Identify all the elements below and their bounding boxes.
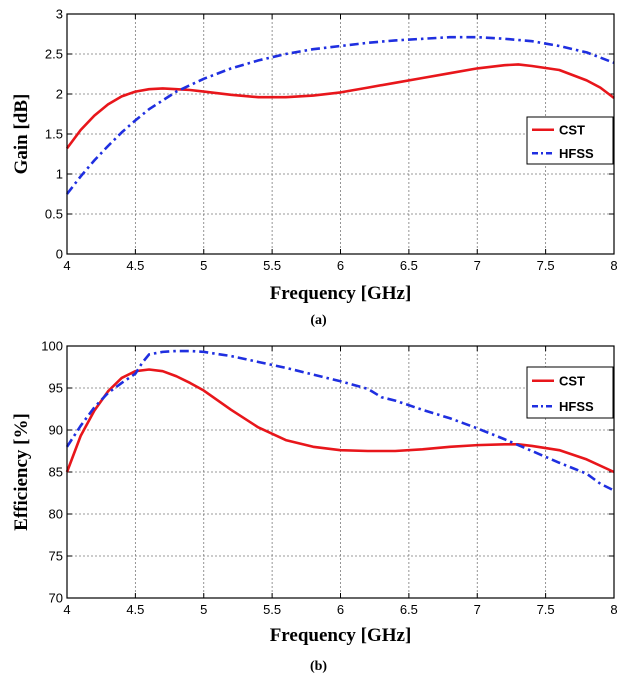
y-tick-label: 0	[56, 247, 63, 262]
y-tick-label: 2	[56, 87, 63, 102]
x-tick-label: 6.5	[400, 602, 418, 617]
chart-panel-efficiency: 4 4.5 5 5.5 6 6.5 7 7.5 8 70 75 80 85 90 95 100 CST HFSS F…	[11, 339, 618, 675]
y-tick-label: 80	[49, 507, 63, 522]
y-tick-label: 0.5	[45, 207, 63, 222]
x-tick-label: 4.5	[126, 602, 144, 617]
figure-caption: (b)	[310, 659, 327, 674]
legend-box	[526, 116, 614, 165]
y-tick-label: 1.5	[45, 127, 63, 142]
y-tick-label: 95	[49, 381, 63, 396]
legend-label-cst: CST	[559, 373, 585, 388]
x-tick-label: 5	[200, 602, 207, 617]
x-tick-label: 7	[474, 258, 481, 273]
y-tick-label: 100	[41, 339, 63, 354]
x-tick-label: 6.5	[400, 258, 418, 273]
plot-frame	[66, 345, 615, 599]
plot-frame	[66, 13, 615, 255]
y-tick-label: 2.5	[45, 47, 63, 62]
x-tick-label: 5.5	[263, 258, 281, 273]
y-axis-label: Gain [dB]	[11, 94, 32, 175]
legend-label-hfss: HFSS	[559, 146, 594, 161]
x-axis-label: Frequency [GHz]	[270, 283, 412, 304]
y-axis-label: Efficiency [%]	[11, 413, 32, 531]
y-tick-label: 90	[49, 423, 63, 438]
legend-label-hfss: HFSS	[559, 399, 594, 414]
y-tick-label: 70	[49, 591, 63, 606]
x-tick-label: 6	[337, 258, 344, 273]
y-tick-label: 75	[49, 549, 63, 564]
legend: CST HFSS	[526, 116, 614, 165]
x-tick-label: 6	[337, 602, 344, 617]
legend-box	[526, 366, 614, 419]
y-tick-label: 1	[56, 167, 63, 182]
y-tick-label: 85	[49, 465, 63, 480]
x-tick-label: 7.5	[537, 258, 555, 273]
x-tick-label: 8	[610, 602, 617, 617]
y-tick-label: 3	[56, 7, 63, 22]
x-tick-label: 4.5	[126, 258, 144, 273]
x-tick-label: 5	[200, 258, 207, 273]
series-line-hfss	[65, 35, 615, 195]
x-tick-label: 5.5	[263, 602, 281, 617]
x-tick-label: 4	[63, 602, 70, 617]
x-tick-label: 7	[474, 602, 481, 617]
chart-panel-gain: 4 4.5 5 5.5 6 6.5 7 7.5 8 0 0.5 1 1.5 2 2.5 3 CST HFSS Fre…	[11, 7, 618, 329]
x-tick-label: 8	[610, 258, 617, 273]
x-tick-label: 7.5	[537, 602, 555, 617]
series-line-cst	[65, 63, 615, 150]
figure-caption: (a)	[310, 313, 327, 328]
legend: CST HFSS	[526, 366, 614, 419]
x-axis-label: Frequency [GHz]	[270, 625, 412, 646]
x-tick-label: 4	[63, 258, 70, 273]
legend-label-cst: CST	[559, 122, 585, 137]
series-line-cst	[65, 368, 615, 474]
